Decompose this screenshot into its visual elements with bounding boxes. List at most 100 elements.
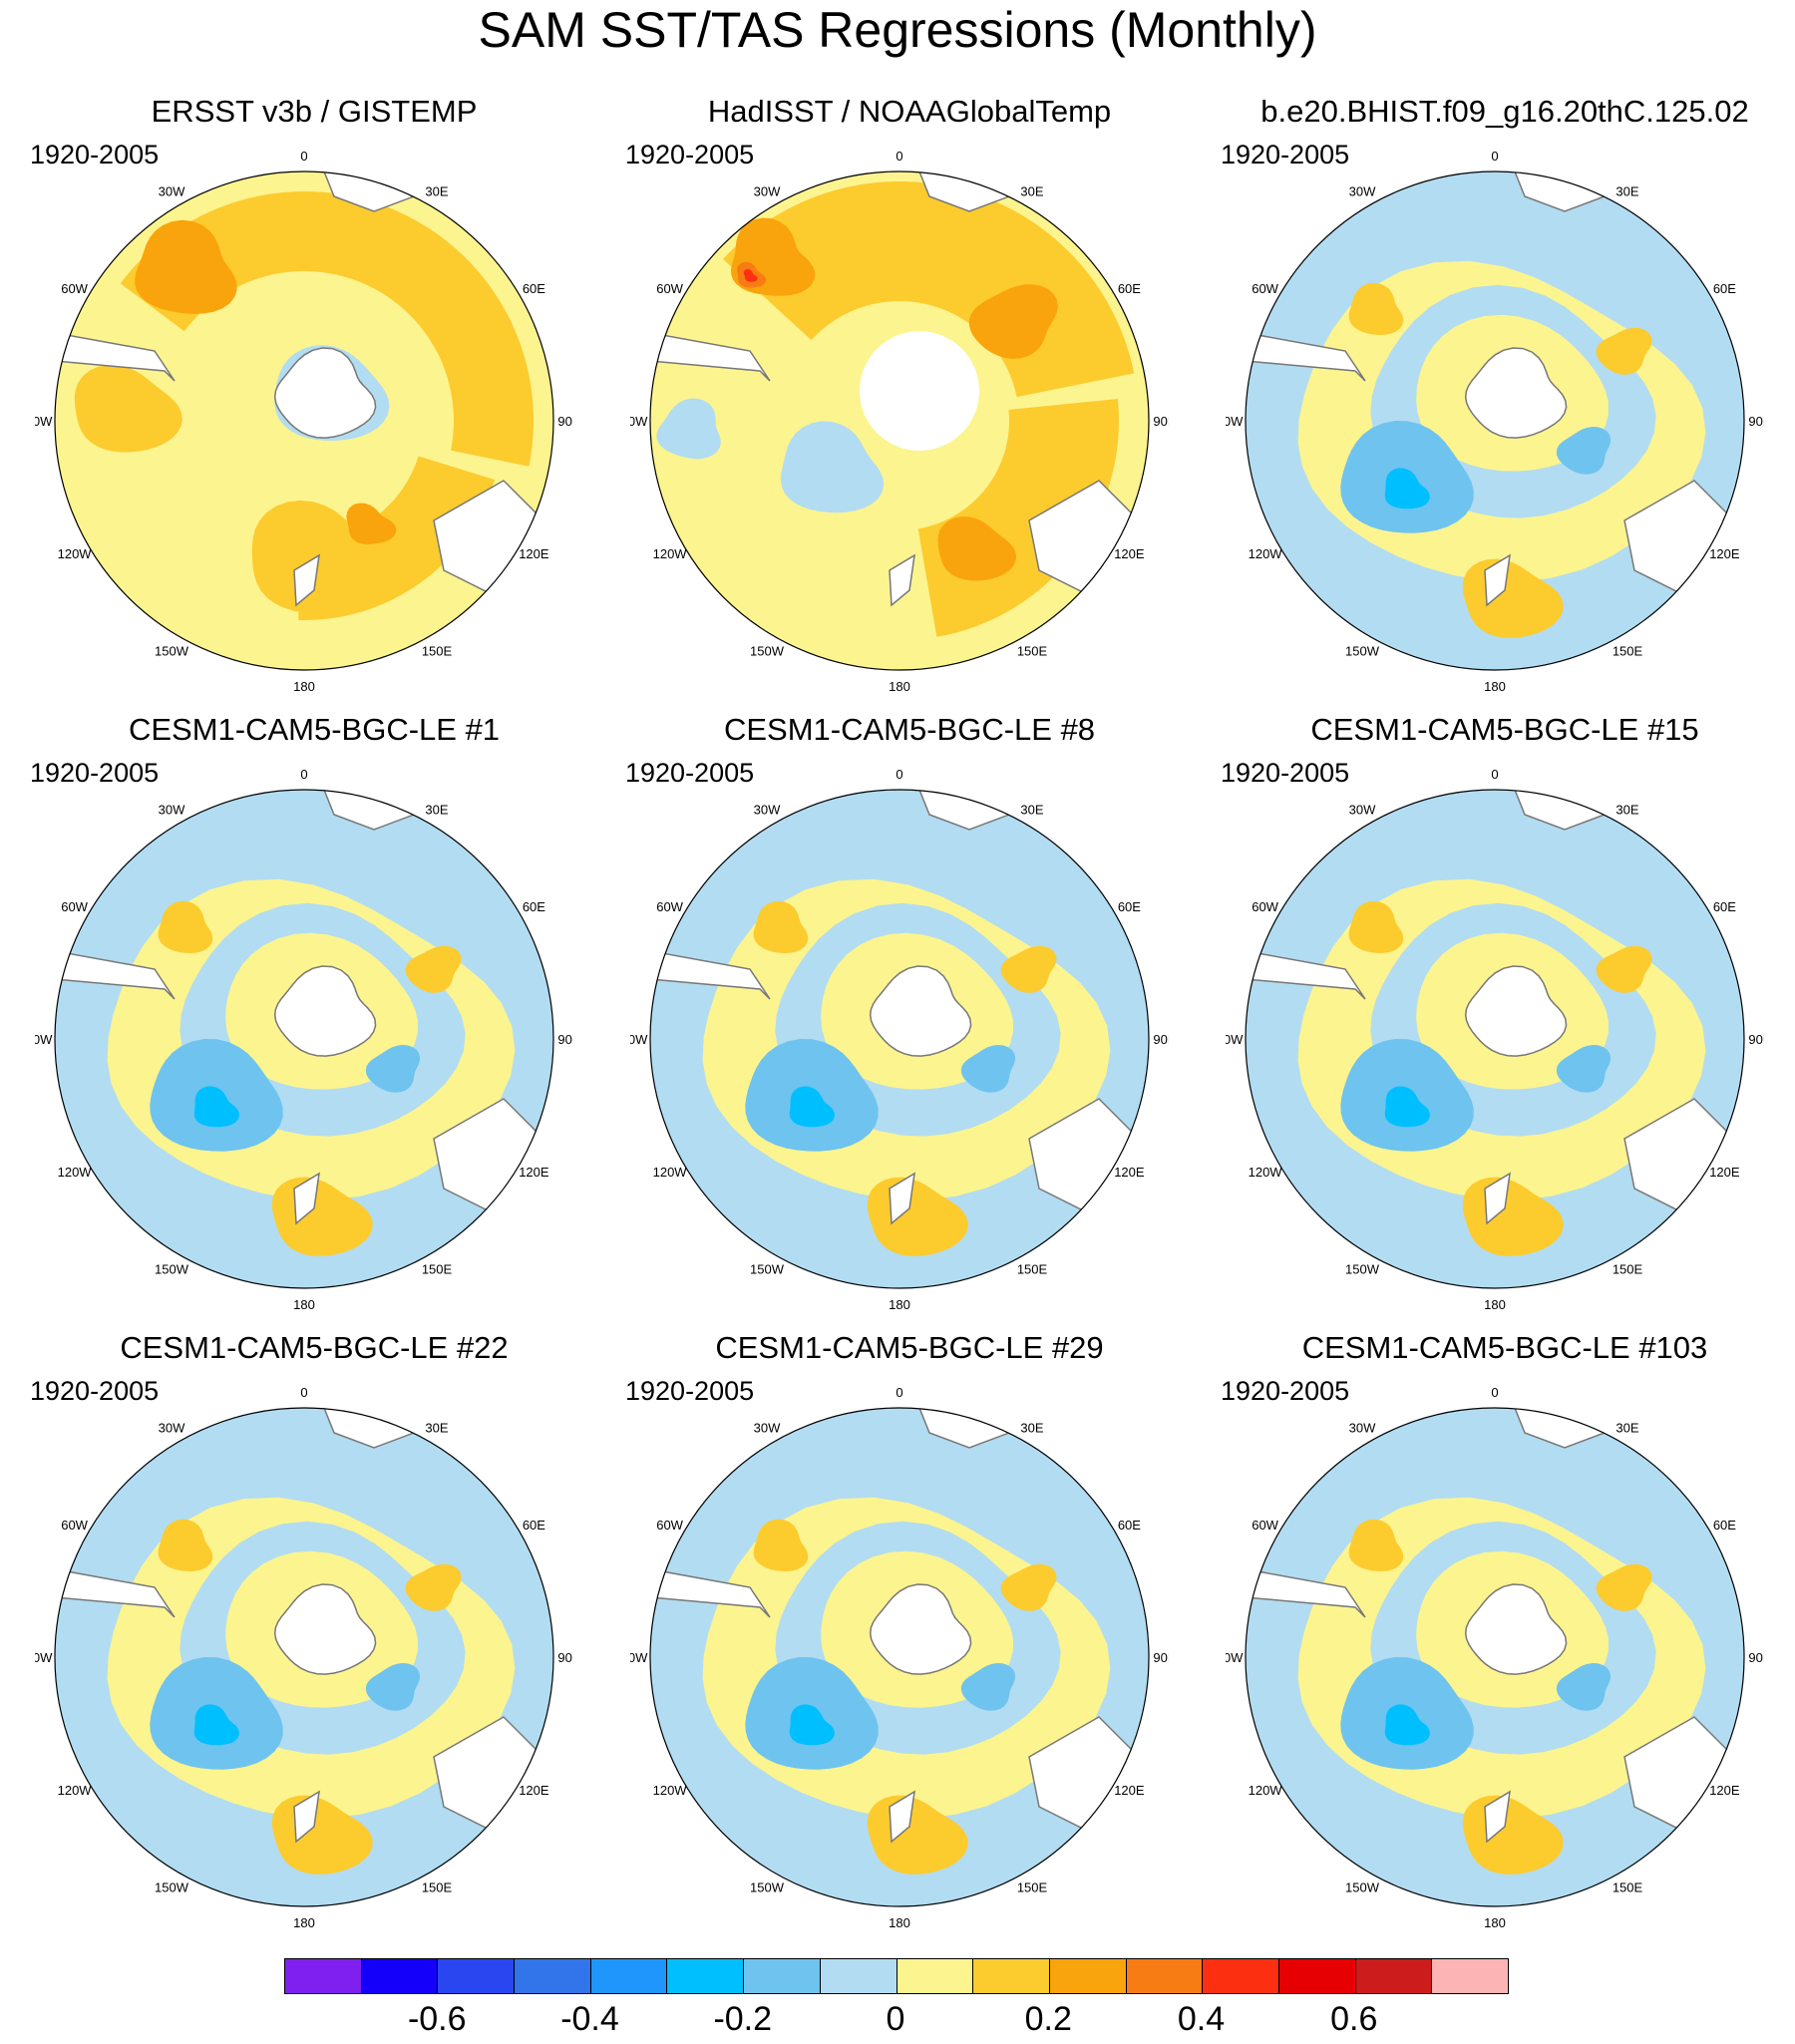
map-panel: CESM1-CAM5-BGC-LE #15 1920-2005 0 30E 60E 90E… (1221, 710, 1784, 1328)
negative-anomaly (365, 1045, 421, 1093)
panel-period: 1920-2005 (625, 758, 755, 788)
antarctica (1464, 965, 1568, 1057)
longitude-label: 90W (35, 1650, 53, 1665)
longitude-label: 60E (1118, 1518, 1141, 1533)
map-field (1246, 171, 1744, 670)
longitude-label: 30E (1616, 1421, 1638, 1436)
positive-anomaly (158, 900, 213, 953)
longitude-label: 180 (293, 679, 315, 694)
colorbar-tick-label: 0 (886, 2000, 905, 2038)
map-panel: CESM1-CAM5-BGC-LE #22 1920-2005 0 30E 60E 90E… (30, 1328, 593, 1946)
longitude-label: 150E (1017, 1879, 1048, 1894)
longitude-label: 0 (896, 770, 902, 782)
negative-anomaly (1384, 1704, 1430, 1746)
longitude-label: 150E (422, 1261, 453, 1276)
negative-anomaly (193, 1704, 239, 1746)
panel-title: CESM1-CAM5-BGC-LE #1 (128, 712, 501, 747)
positive-anomaly (120, 191, 534, 467)
polar-map: 0 30E 60E 90E 120E 150E 180 150W 120W 90W 60W 30W (35, 1388, 573, 1930)
longitude-label: 90E (1748, 414, 1764, 429)
longitude-label: 180 (1484, 1297, 1506, 1312)
longitude-label: 30E (1616, 184, 1638, 199)
negative-anomaly (781, 421, 885, 513)
longitude-label: 120W (653, 1165, 688, 1180)
colorbar-boxes (284, 1958, 1509, 1994)
south-america (55, 330, 176, 382)
longitude-label: 30W (159, 803, 185, 818)
longitude-label: 150W (750, 1261, 785, 1276)
antarctica (869, 1583, 972, 1675)
negative-anomaly (365, 1663, 421, 1711)
positive-anomaly (1596, 1563, 1652, 1611)
longitude-label: 30E (425, 803, 448, 818)
colorbar-box (1355, 1959, 1433, 1993)
longitude-label: 90E (1153, 414, 1169, 429)
longitude-label: 150W (750, 643, 785, 658)
longitude-label: 120W (1249, 1783, 1283, 1798)
south-america (1246, 1566, 1366, 1618)
negative-anomaly (789, 1086, 835, 1128)
map-border (54, 170, 554, 671)
longitude-label: 60W (656, 899, 683, 914)
panel-title: CESM1-CAM5-BGC-LE #29 (715, 1330, 1104, 1365)
positive-anomaly (968, 284, 1058, 359)
longitude-label: 0 (896, 152, 902, 164)
longitude-label: 90E (1153, 1650, 1169, 1665)
longitude-label: 90W (1226, 1650, 1244, 1665)
south-america (1246, 948, 1366, 1000)
map-field (650, 790, 1149, 1288)
new-zealand (293, 1172, 320, 1225)
antarctica (869, 965, 972, 1057)
map-panel: CESM1-CAM5-BGC-LE #8 1920-2005 0 30E 60E 90E 1… (625, 710, 1189, 1328)
polar-map: 0 30E 60E 90E 120E 150E 180 150W 120W 90W 60W 30W (35, 152, 573, 694)
positive-anomaly (1596, 327, 1652, 375)
map-field (650, 171, 1149, 670)
longitude-label: 0 (1491, 770, 1498, 782)
map-border (1245, 789, 1745, 1289)
colorbar-box (285, 1959, 362, 1993)
antarctica (273, 347, 377, 439)
longitude-label: 30W (754, 184, 781, 199)
negative-anomaly (193, 1086, 239, 1128)
longitude-label: 60E (523, 281, 545, 296)
positive-anomaly (405, 945, 462, 993)
longitude-label: 120E (1114, 546, 1145, 561)
new-zealand (1484, 1172, 1511, 1225)
missing-data (860, 331, 979, 451)
map-border (649, 1407, 1150, 1907)
longitude-label: 150E (1613, 1879, 1643, 1894)
panel-title: CESM1-CAM5-BGC-LE #8 (723, 712, 1096, 747)
colorbar-tick-label: -0.2 (713, 2000, 773, 2038)
longitude-label: 90W (1226, 1032, 1244, 1047)
south-america (55, 948, 176, 1000)
colorbar: -0.6 -0.4 -0.2 0 0.2 0.4 0.6 (284, 1958, 1509, 2044)
antarctica (1464, 347, 1568, 439)
new-zealand (1484, 553, 1511, 607)
map-panel: CESM1-CAM5-BGC-LE #1 1920-2005 0 30E 60E 90E 1… (30, 710, 593, 1328)
colorbar-tick-label: 0.4 (1177, 2000, 1226, 2038)
longitude-label: 120W (653, 1783, 688, 1798)
colorbar-tick-label: -0.4 (560, 2000, 619, 2038)
panel-period: 1920-2005 (1221, 1376, 1350, 1406)
longitude-label: 30E (1020, 803, 1043, 818)
south-america (650, 330, 771, 382)
longitude-label: 90E (1748, 1032, 1764, 1047)
longitude-label: 120E (1709, 1165, 1740, 1180)
polar-map: 0 30E 60E 90E 120E 150E 180 150W 120W 90W 60W 30W (630, 152, 1169, 694)
panel-title: HadISST / NOAAGlobalTemp (707, 94, 1112, 129)
panel-title: b.e20.BHIST.f09_g16.20thC.125.02 (1260, 94, 1749, 129)
panel-period: 1920-2005 (625, 140, 755, 170)
positive-anomaly (1000, 945, 1057, 993)
longitude-label: 30E (1020, 1421, 1043, 1436)
polar-map: 0 30E 60E 90E 120E 150E 180 150W 120W 90W 60W 30W (35, 770, 573, 1312)
panel-period: 1920-2005 (1221, 758, 1350, 788)
longitude-label: 30E (425, 1421, 448, 1436)
longitude-label: 150W (1345, 1261, 1380, 1276)
positive-anomaly (753, 1519, 809, 1571)
colorbar-box (973, 1959, 1050, 1993)
map-panel: b.e20.BHIST.f09_g16.20thC.125.02 1920-200… (1221, 92, 1784, 710)
positive-anomaly (1348, 282, 1404, 335)
panel-period: 1920-2005 (625, 1376, 755, 1406)
map-field (55, 171, 553, 670)
longitude-label: 60E (1118, 899, 1141, 914)
